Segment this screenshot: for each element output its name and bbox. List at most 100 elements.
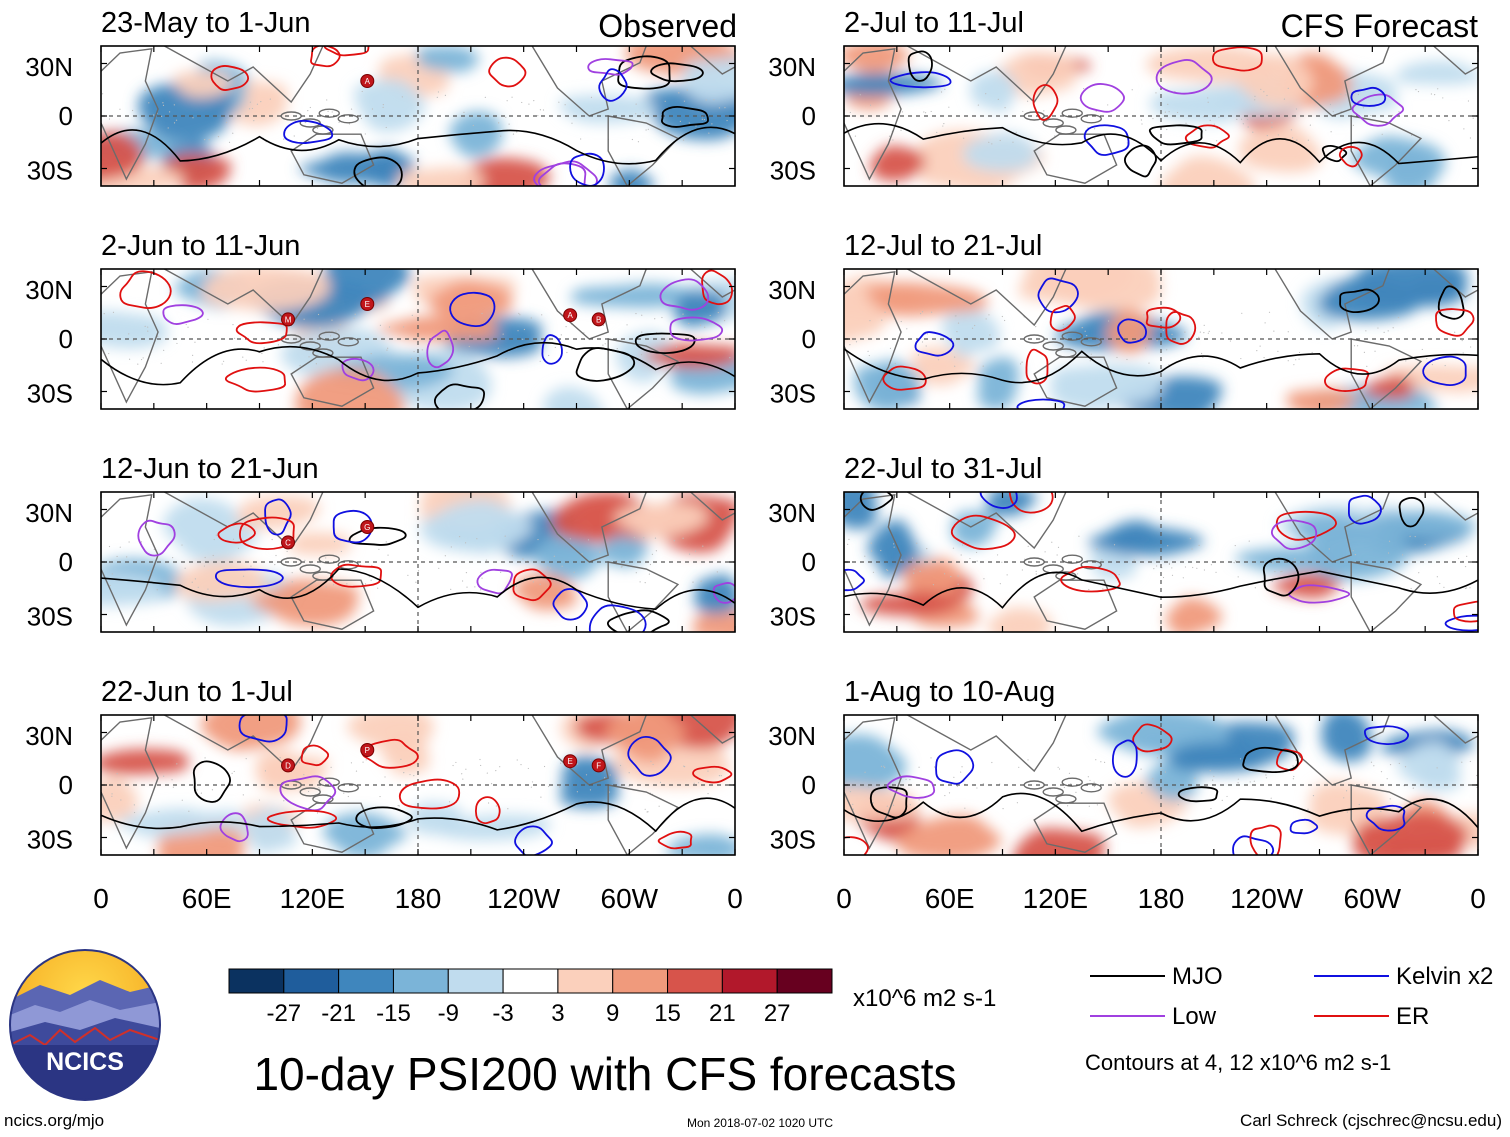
anomaly-field (844, 269, 1478, 409)
latitude-label: 30N (768, 498, 816, 528)
latitude-label: 0 (802, 547, 816, 577)
map-panel: 12-Jul to 21-Jul 30N 0 30S (768, 230, 1479, 410)
storm-letter: P (365, 746, 370, 755)
latitude-label: 30S (770, 156, 816, 186)
latitude-label: 0 (802, 324, 816, 354)
storm-marker: M (281, 312, 296, 327)
longitude-label: 0 (93, 883, 109, 914)
colorbar-tick-label: 15 (654, 1000, 681, 1027)
storm-marker: A (563, 308, 578, 323)
anomaly-field (844, 715, 1478, 855)
latitude-label: 30N (25, 721, 73, 751)
latitude-label: 30N (768, 52, 816, 82)
latitude-label: 30N (25, 52, 73, 82)
anomaly-field (101, 492, 735, 632)
storm-marker: E (563, 754, 578, 769)
coastlines (101, 46, 735, 186)
legend-label: ER (1396, 1003, 1429, 1030)
footer-url[interactable]: ncics.org/mjo (4, 1111, 104, 1130)
figure-title: 10-day PSI200 with CFS forecasts (253, 1048, 956, 1100)
colorbar-swatch (502, 968, 559, 994)
legend-label: MJO (1172, 963, 1223, 990)
storm-marker: D (281, 758, 296, 773)
latitude-label: 0 (802, 770, 816, 800)
longitude-label: 120W (1230, 883, 1304, 914)
longitude-label: 0 (1470, 883, 1486, 914)
legend-item: Low (1090, 1003, 1217, 1030)
panel-title: 12-Jul to 21-Jul (844, 230, 1042, 262)
colorbar-tick-label: -9 (438, 1000, 459, 1027)
colorbar-swatch (283, 968, 340, 994)
storm-marker: E (360, 297, 375, 311)
colorbar-tick-label: 27 (764, 1000, 791, 1027)
colorbar-tick-label: -3 (492, 1000, 513, 1027)
anomaly-field (844, 46, 1478, 186)
panel-title: 22-Jun to 1-Jul (101, 676, 293, 708)
contour-lines (101, 715, 735, 855)
colorbar-tick-label: 3 (551, 1000, 564, 1027)
panel-title: 2-Jun to 11-Jun (101, 230, 300, 262)
legend-item: MJO (1090, 963, 1223, 990)
coastlines (101, 715, 735, 855)
contour-lines (101, 498, 735, 632)
latitude-label: 30S (27, 379, 73, 409)
contour-lines (844, 46, 1478, 178)
legend-item: Kelvin x2 (1314, 963, 1493, 990)
storm-letter: C (285, 538, 291, 547)
latitude-label: 30S (770, 379, 816, 409)
longitude-label: 0 (727, 883, 743, 914)
legend-item: ER (1314, 1003, 1429, 1030)
storm-marker: P (360, 743, 375, 757)
colorbar-tick-label: -21 (321, 1000, 356, 1027)
colorbar: -27 -21 -15 -9 -3 3 9 15 21 27 (228, 968, 833, 1027)
longitude-label: 60E (925, 883, 975, 914)
latitude-label: 30N (768, 275, 816, 305)
longitude-label: 60W (1344, 883, 1402, 914)
footer-timestamp: Mon 2018-07-02 1020 UTC (687, 1116, 833, 1130)
panel-title: 12-Jun to 21-Jun (101, 453, 319, 485)
latitude-label: 0 (59, 547, 73, 577)
colorbar-swatch (228, 968, 285, 994)
map-panel: 2-Jul to 11-Jul 30N 0 30S (768, 7, 1479, 187)
latitude-label: 0 (802, 101, 816, 131)
longitude-labels: 0 60E 120E 180 120W 60W 0 0 60E 120E 180 120W 60W 0 (93, 883, 1486, 914)
colorbar-tick-label: 21 (709, 1000, 736, 1027)
legend-label: Low (1172, 1003, 1217, 1030)
contour-lines (844, 277, 1478, 409)
storm-letter: F (596, 761, 601, 770)
latitude-label: 30S (770, 825, 816, 855)
forecast-label: CFS Forecast (1281, 8, 1478, 44)
map-panel: 22-Jul to 31-Jul 30N 0 30S (768, 453, 1479, 633)
colorbar-tick-label: 9 (606, 1000, 619, 1027)
storm-letter: E (365, 300, 370, 309)
longitude-label: 120E (280, 883, 345, 914)
storm-letter: G (364, 523, 370, 532)
map-panel: 2-Jun to 11-Jun E M A B 30N 0 30S (25, 230, 736, 410)
colorbar-swatch (667, 968, 723, 994)
colorbar-swatch (776, 968, 833, 994)
panel-title: 22-Jul to 31-Jul (844, 453, 1042, 485)
map-panel: 23-May to 1-Jun A 30N 0 30S (25, 7, 736, 187)
contour-lines (844, 492, 1478, 632)
storm-letter: D (285, 761, 291, 770)
colorbar-swatch (338, 968, 394, 994)
latitude-label: 30S (27, 825, 73, 855)
longitude-label: 180 (1138, 883, 1185, 914)
observed-label: Observed (598, 8, 737, 44)
anomaly-field (101, 46, 735, 186)
map-panel: 12-Jun to 21-Jun G C 30N 0 30S (25, 453, 736, 633)
logo-text: NCICS (46, 1048, 124, 1076)
footer-credit: Carl Schreck (cjschrec@ncsu.edu) (1240, 1111, 1502, 1130)
legend-label: Kelvin x2 (1396, 963, 1493, 990)
ncics-logo: NCICS (9, 949, 161, 1101)
storm-marker: A (360, 74, 375, 88)
map-panel: 22-Jun to 1-Jul P D E F 30N 0 30S (25, 676, 736, 856)
storm-marker: F (591, 758, 606, 773)
latitude-label: 0 (59, 324, 73, 354)
colorbar-units: x10^6 m2 s-1 (853, 985, 996, 1012)
legend: MJO Kelvin x2 Low ER (1090, 963, 1493, 1030)
colorbar-swatch (557, 968, 614, 994)
map-panel: 1-Aug to 10-Aug 30N 0 30S (768, 676, 1479, 856)
latitude-label: 30S (770, 602, 816, 632)
